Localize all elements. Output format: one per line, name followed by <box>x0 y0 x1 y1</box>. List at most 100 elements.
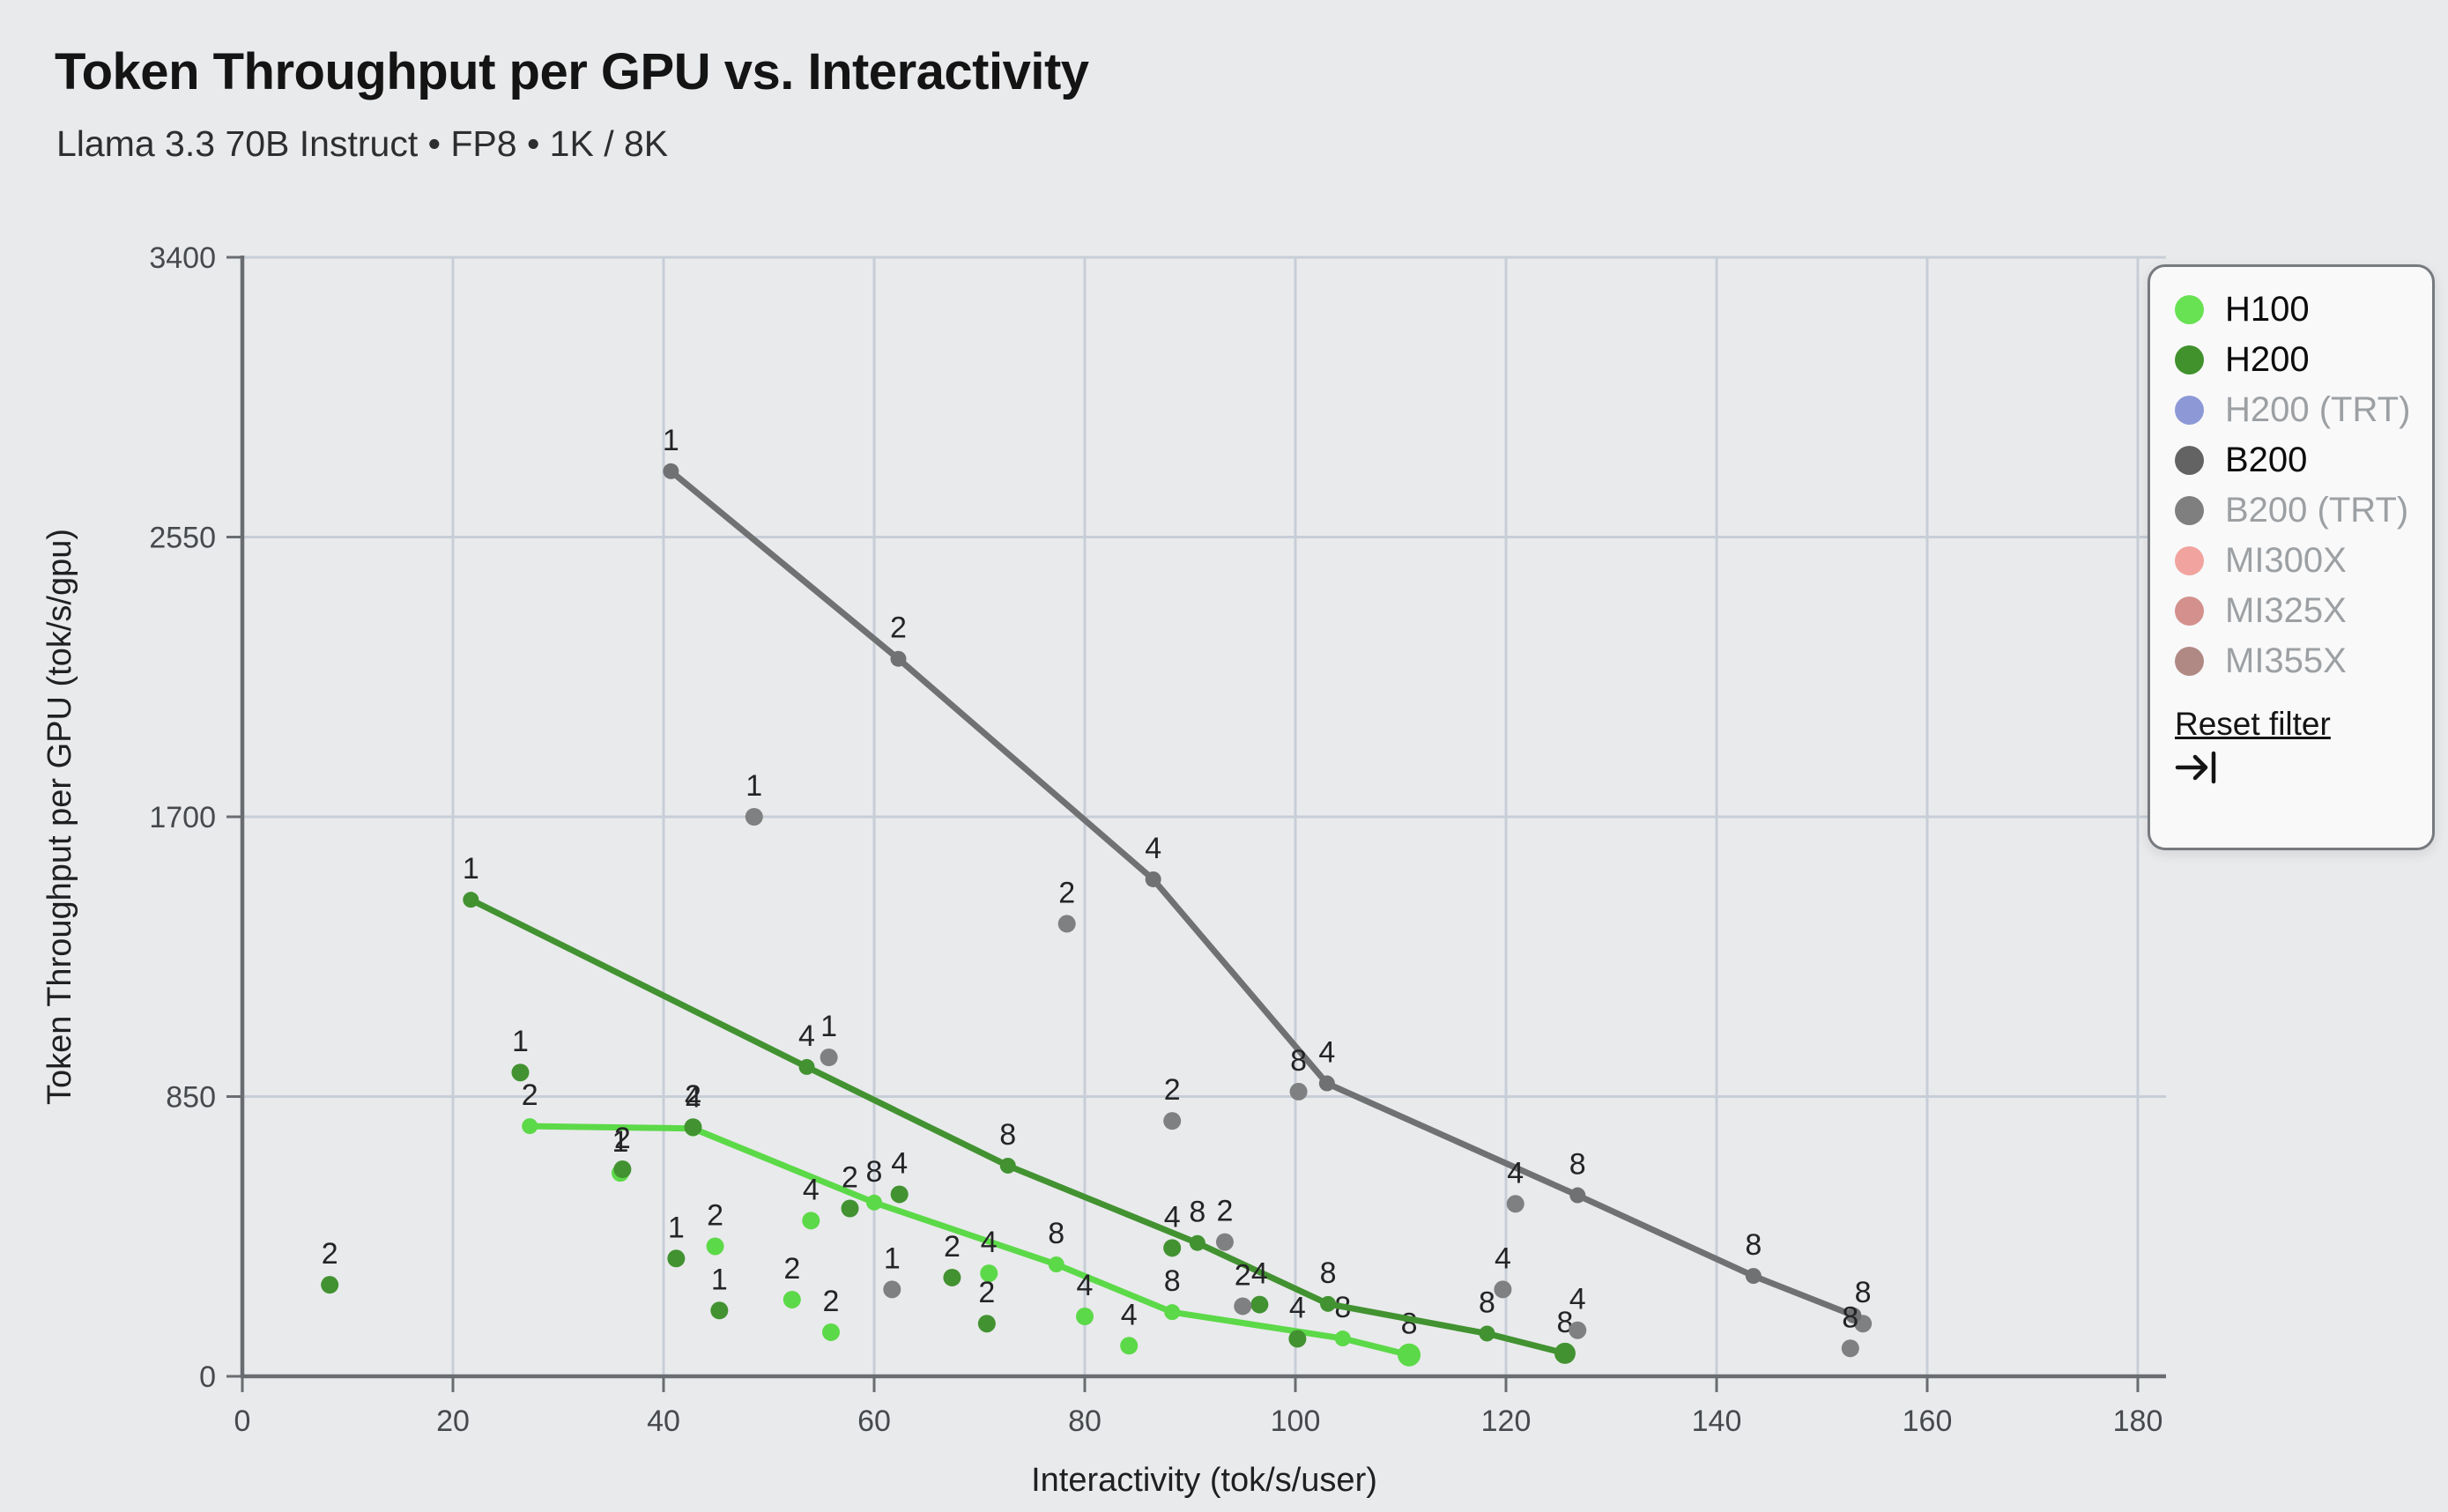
point-b200-tp8 <box>1841 1339 1859 1358</box>
legend-item-h100[interactable]: H100 <box>2175 285 2432 335</box>
point-h200-tp2 <box>977 1315 996 1333</box>
y-tick-label: 0 <box>199 1360 216 1394</box>
legend-items: H100 H200 H200 (TRT) B200 B200 (TRT) MI300X MI… <box>2175 285 2432 686</box>
axes: 0 20 40 60 80 100 120 140 160 180 0 850 1700 2550 3400… <box>41 241 2166 1499</box>
point-h100-tp4 <box>980 1264 998 1283</box>
line-point-h200-tp8 <box>999 1157 1016 1174</box>
legend-item-mi355x[interactable]: MI355X <box>2175 636 2432 686</box>
point-h200-tp2 <box>613 1160 632 1179</box>
point-label: 2 <box>1235 1258 1251 1292</box>
legend-swatch-icon <box>2175 396 2204 425</box>
point-h200-tp1 <box>710 1301 729 1320</box>
line-point-h200-tp4 <box>798 1058 815 1075</box>
point-h100-tp2 <box>706 1237 724 1256</box>
line-point-b200-tp8 <box>1745 1268 1762 1285</box>
point-label: 8 <box>1745 1228 1762 1262</box>
x-tick-label: 160 <box>1903 1405 1953 1438</box>
point-label: 8 <box>1164 1264 1181 1298</box>
pareto-line-h100 <box>526 1123 1413 1359</box>
legend-swatch-icon <box>2175 295 2204 324</box>
legend-swatch-icon <box>2175 496 2204 525</box>
x-tick-label: 60 <box>857 1405 891 1438</box>
legend-item-mi300x[interactable]: MI300X <box>2175 536 2432 586</box>
tab-arrow-icon[interactable] <box>2175 748 2221 787</box>
legend-item-b200-trt[interactable]: B200 (TRT) <box>2175 485 2432 536</box>
point-label: 8 <box>1320 1256 1337 1290</box>
point-label: 8 <box>1401 1308 1418 1341</box>
line-point-h200-tp8 <box>1320 1295 1337 1312</box>
legend-panel: H100 H200 H200 (TRT) B200 B200 (TRT) MI300X MI… <box>2148 264 2435 850</box>
line-point-h100-tp8 <box>866 1194 882 1211</box>
point-label: 1 <box>612 1125 629 1159</box>
line-point-h100-tp8 <box>1164 1304 1181 1321</box>
point-label: 8 <box>1189 1196 1205 1229</box>
legend-swatch-icon <box>2175 446 2204 475</box>
legend-item-label: MI325X <box>2225 591 2347 630</box>
line-point-h200-tp1 <box>463 892 479 908</box>
point-h100-tp2 <box>822 1323 841 1341</box>
page-title: Token Throughput per GPU vs. Interactivi… <box>55 43 1089 100</box>
x-axis-title: Interactivity (tok/s/user) <box>1031 1462 1377 1499</box>
point-label: 2 <box>783 1252 800 1286</box>
y-axis-title: Token Throughput per GPU (tok/s/gpu) <box>41 529 78 1105</box>
legend-item-h200-trt[interactable]: H200 (TRT) <box>2175 385 2432 435</box>
point-label: 1 <box>820 1010 837 1043</box>
line-point-b200-tp4 <box>1318 1075 1335 1092</box>
point-b200-tp8 <box>1289 1082 1308 1101</box>
legend-swatch-icon <box>2175 597 2204 626</box>
point-label: 8 <box>999 1118 1016 1152</box>
point-h100-tp4 <box>1076 1308 1094 1326</box>
line-point-h100-tp8 <box>1334 1330 1351 1347</box>
point-label: 2 <box>614 1122 631 1155</box>
y-tick-label: 1700 <box>149 801 216 834</box>
point-h200-tp4 <box>1288 1330 1307 1348</box>
line-point-b200-tp2 <box>890 650 907 667</box>
point-label: 4 <box>981 1226 998 1259</box>
line-point-h200-tp8 <box>1189 1234 1205 1251</box>
point-h200-tp4 <box>890 1185 909 1204</box>
point-label: 1 <box>663 424 679 457</box>
point-label: 1 <box>463 852 479 886</box>
point-label: 2 <box>1164 1073 1181 1107</box>
x-tick-label: 40 <box>647 1405 680 1438</box>
point-b200-tp2 <box>1057 915 1076 933</box>
legend-item-label: B200 (TRT) <box>2225 491 2409 530</box>
point-label: 2 <box>707 1198 723 1232</box>
point-label: 4 <box>1077 1269 1094 1302</box>
point-b200-tp4 <box>1569 1321 1587 1339</box>
x-tick-label: 0 <box>234 1405 251 1438</box>
legend-item-label: MI355X <box>2225 641 2347 680</box>
point-b200-tp1 <box>820 1049 838 1067</box>
point-label: 2 <box>1058 876 1075 909</box>
legend-item-label: H100 <box>2225 290 2310 329</box>
point-b200-tp1 <box>745 808 763 826</box>
point-label: 2 <box>890 611 907 645</box>
point-label: 1 <box>512 1025 529 1058</box>
point-b200-tp1 <box>883 1280 901 1299</box>
y-tick-label: 2550 <box>149 522 216 555</box>
point-label: 4 <box>803 1173 820 1206</box>
legend-swatch-icon <box>2175 647 2204 676</box>
point-label: 4 <box>1121 1298 1138 1331</box>
point-h200-tp4 <box>1250 1295 1269 1314</box>
legend-item-label: H200 <box>2225 340 2310 379</box>
line-point-b200 <box>1845 1307 1862 1323</box>
y-tick-label: 3400 <box>149 241 216 275</box>
point-h100-tp4 <box>1120 1337 1139 1355</box>
point-h100-tp4 <box>802 1212 820 1230</box>
point-label: 1 <box>711 1263 728 1296</box>
point-label: 8 <box>1290 1044 1307 1078</box>
point-b200-tp2 <box>1163 1112 1182 1130</box>
point-label: 2 <box>978 1276 995 1309</box>
point-h200-tp4 <box>1163 1239 1182 1257</box>
legend-item-h200[interactable]: H200 <box>2175 335 2432 385</box>
legend-item-b200[interactable]: B200 <box>2175 435 2432 485</box>
point-label: 4 <box>1289 1291 1306 1324</box>
line-point-h100-tp2 <box>522 1118 538 1135</box>
point-label: 2 <box>823 1285 840 1318</box>
legend-item-mi325x[interactable]: MI325X <box>2175 586 2432 636</box>
reset-filter-link[interactable]: Reset filter <box>2175 706 2331 742</box>
point-label: 4 <box>685 1081 701 1115</box>
